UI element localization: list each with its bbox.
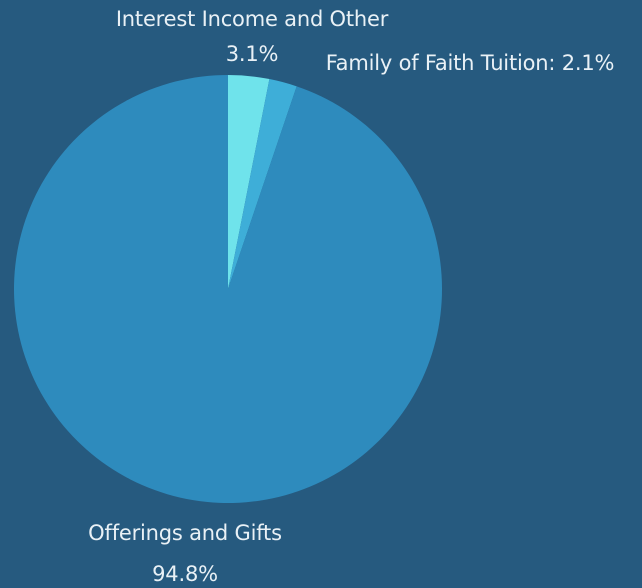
slice-label-offerings-and-gifts: Offerings and Gifts bbox=[88, 521, 282, 545]
slice-value-offerings-and-gifts: 94.8% bbox=[152, 562, 218, 586]
pie-slice-family-of-faith-tuition bbox=[228, 79, 297, 289]
slice-label-interest-income: Interest Income and Other bbox=[116, 7, 389, 31]
pie-slice-offerings-and-gifts bbox=[14, 74, 443, 503]
pie-slices bbox=[14, 74, 443, 503]
pie-slice-interest-income bbox=[228, 75, 270, 289]
slice-label-family-of-faith-tuition: Family of Faith Tuition: 2.1% bbox=[326, 51, 615, 75]
slice-value-interest-income: 3.1% bbox=[226, 42, 279, 66]
